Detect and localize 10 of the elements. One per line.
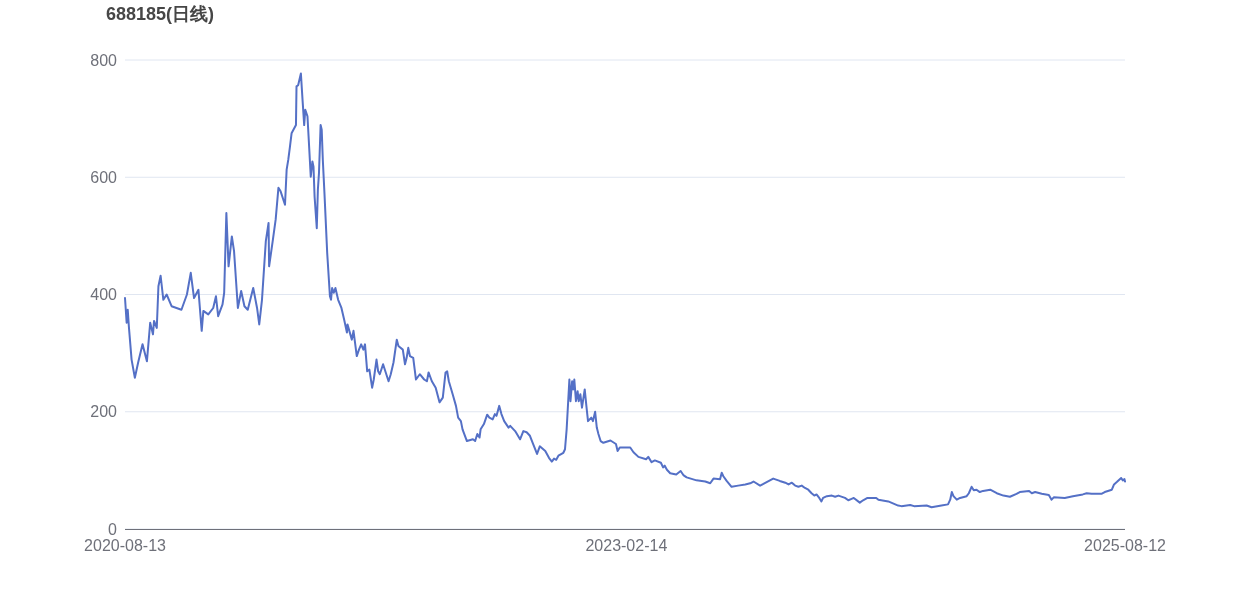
y-tick-label: 400 <box>90 286 118 303</box>
chart-title: 688185(日线) <box>106 4 215 24</box>
y-tick-label: 600 <box>90 168 118 186</box>
y-tick-label: 0 <box>108 520 118 538</box>
y-tick-label: 800 <box>90 51 118 69</box>
y-tick-label: 200 <box>90 403 118 421</box>
x-tick-label: 2020-08-13 <box>84 536 167 554</box>
line-series <box>124 72 1126 509</box>
x-tick-label: 2023-02-14 <box>585 536 668 554</box>
x-tick-label: 2025-08-12 <box>1084 536 1167 554</box>
